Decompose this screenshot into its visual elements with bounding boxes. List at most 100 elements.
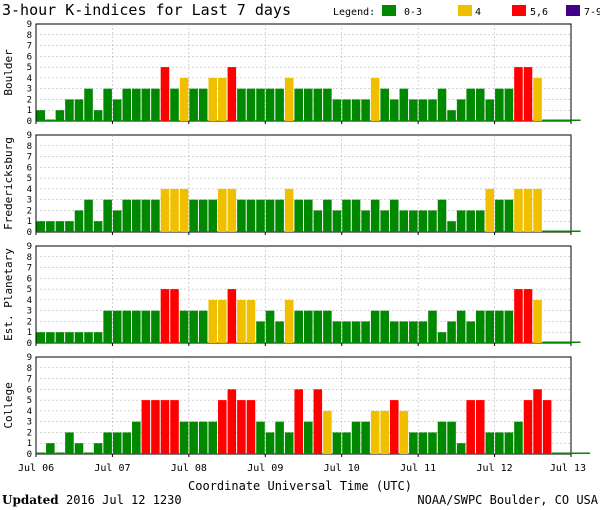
y-tick-label: 0 <box>27 228 32 238</box>
k-bar <box>551 119 562 121</box>
y-tick-label: 8 <box>27 142 32 152</box>
k-bar <box>351 421 361 454</box>
k-bar <box>437 88 447 121</box>
k-bar <box>55 110 65 121</box>
k-bar <box>304 310 313 343</box>
k-bar <box>523 289 533 343</box>
k-bar <box>389 199 399 232</box>
k-bar <box>198 310 208 343</box>
y-tick-label: 6 <box>27 163 32 173</box>
k-bar <box>170 88 179 121</box>
k-bar <box>132 88 141 121</box>
k-bar <box>160 188 170 232</box>
k-bar <box>485 310 495 343</box>
y-tick-label: 4 <box>27 74 32 84</box>
k-bar <box>495 88 504 121</box>
k-bar <box>151 88 160 121</box>
k-bar <box>504 432 514 454</box>
k-bar <box>456 443 466 454</box>
k-bar <box>504 88 514 121</box>
k-bar <box>561 119 571 121</box>
k-bar <box>409 99 418 121</box>
k-bar <box>409 210 418 232</box>
k-bar <box>237 400 246 454</box>
k-bar <box>428 432 437 454</box>
legend-swatch-1 <box>382 5 396 16</box>
k-bar <box>447 421 456 454</box>
k-bar <box>342 199 351 232</box>
k-bar <box>304 421 313 454</box>
k-bar <box>122 88 132 121</box>
k-bar <box>304 199 313 232</box>
k-bar <box>361 210 370 232</box>
y-tick-label: 5 <box>27 396 32 406</box>
legend-label: Legend: <box>333 7 375 18</box>
k-bar <box>237 88 246 121</box>
k-bar <box>65 332 74 343</box>
k-bar <box>313 88 323 121</box>
k-bar <box>370 199 380 232</box>
k-bar <box>514 289 523 343</box>
k-bar <box>542 230 552 232</box>
y-tick-label: 4 <box>27 185 32 195</box>
k-bar <box>284 432 294 454</box>
station-label: Boulder <box>2 49 15 96</box>
k-bar <box>542 400 552 454</box>
k-bar <box>208 299 218 343</box>
k-bar <box>55 221 65 232</box>
k-bar <box>533 389 542 454</box>
k-bar <box>284 188 294 232</box>
y-tick-label: 1 <box>27 328 32 338</box>
k-bar <box>198 199 208 232</box>
y-tick-label: 1 <box>27 106 32 116</box>
k-bar <box>323 88 332 121</box>
x-axis-ticks: Jul 06 Jul 07 Jul 08 Jul 09 Jul 10 Jul 11 Jul … <box>18 463 586 474</box>
k-bar <box>294 310 303 343</box>
k-bar <box>36 332 46 343</box>
k-bar <box>198 421 208 454</box>
k-bar <box>246 299 256 343</box>
x-tick-label: Jul 09 <box>247 463 283 474</box>
k-bar <box>246 199 256 232</box>
k-bar <box>399 321 409 343</box>
k-bar <box>437 421 447 454</box>
y-tick-label: 9 <box>27 353 32 363</box>
k-bar <box>208 421 218 454</box>
k-bar <box>399 88 409 121</box>
k-bar <box>141 400 151 454</box>
k-bar <box>389 321 399 343</box>
k-bar <box>361 321 370 343</box>
station-label: Est. Planetary <box>2 248 15 341</box>
chart-title: 3-hour K-indices for Last 7 days <box>2 1 291 19</box>
k-bar <box>170 188 179 232</box>
k-bar <box>141 310 151 343</box>
y-tick-label: 8 <box>27 364 32 374</box>
k-bar <box>370 77 380 121</box>
y-tick-label: 0 <box>27 339 32 349</box>
k-bar <box>447 321 456 343</box>
k-bar <box>179 77 189 121</box>
k-bar <box>198 88 208 121</box>
x-tick-label: Jul 10 <box>324 463 360 474</box>
k-bar <box>46 332 55 343</box>
legend-swatch-4 <box>566 5 580 16</box>
k-bar <box>571 230 581 232</box>
k-bar <box>542 341 552 343</box>
station-label: Fredericksburg <box>2 137 15 230</box>
k-bar <box>93 443 103 454</box>
k-bar <box>227 67 237 121</box>
y-tick-label: 0 <box>27 117 32 127</box>
k-bar <box>475 88 485 121</box>
k-bar <box>74 443 84 454</box>
k-bar <box>342 321 351 343</box>
k-bar <box>275 421 284 454</box>
k-bar <box>437 332 447 343</box>
k-bar <box>84 332 93 343</box>
k-bar <box>495 432 504 454</box>
k-bar <box>342 432 351 454</box>
k-bar <box>428 310 437 343</box>
